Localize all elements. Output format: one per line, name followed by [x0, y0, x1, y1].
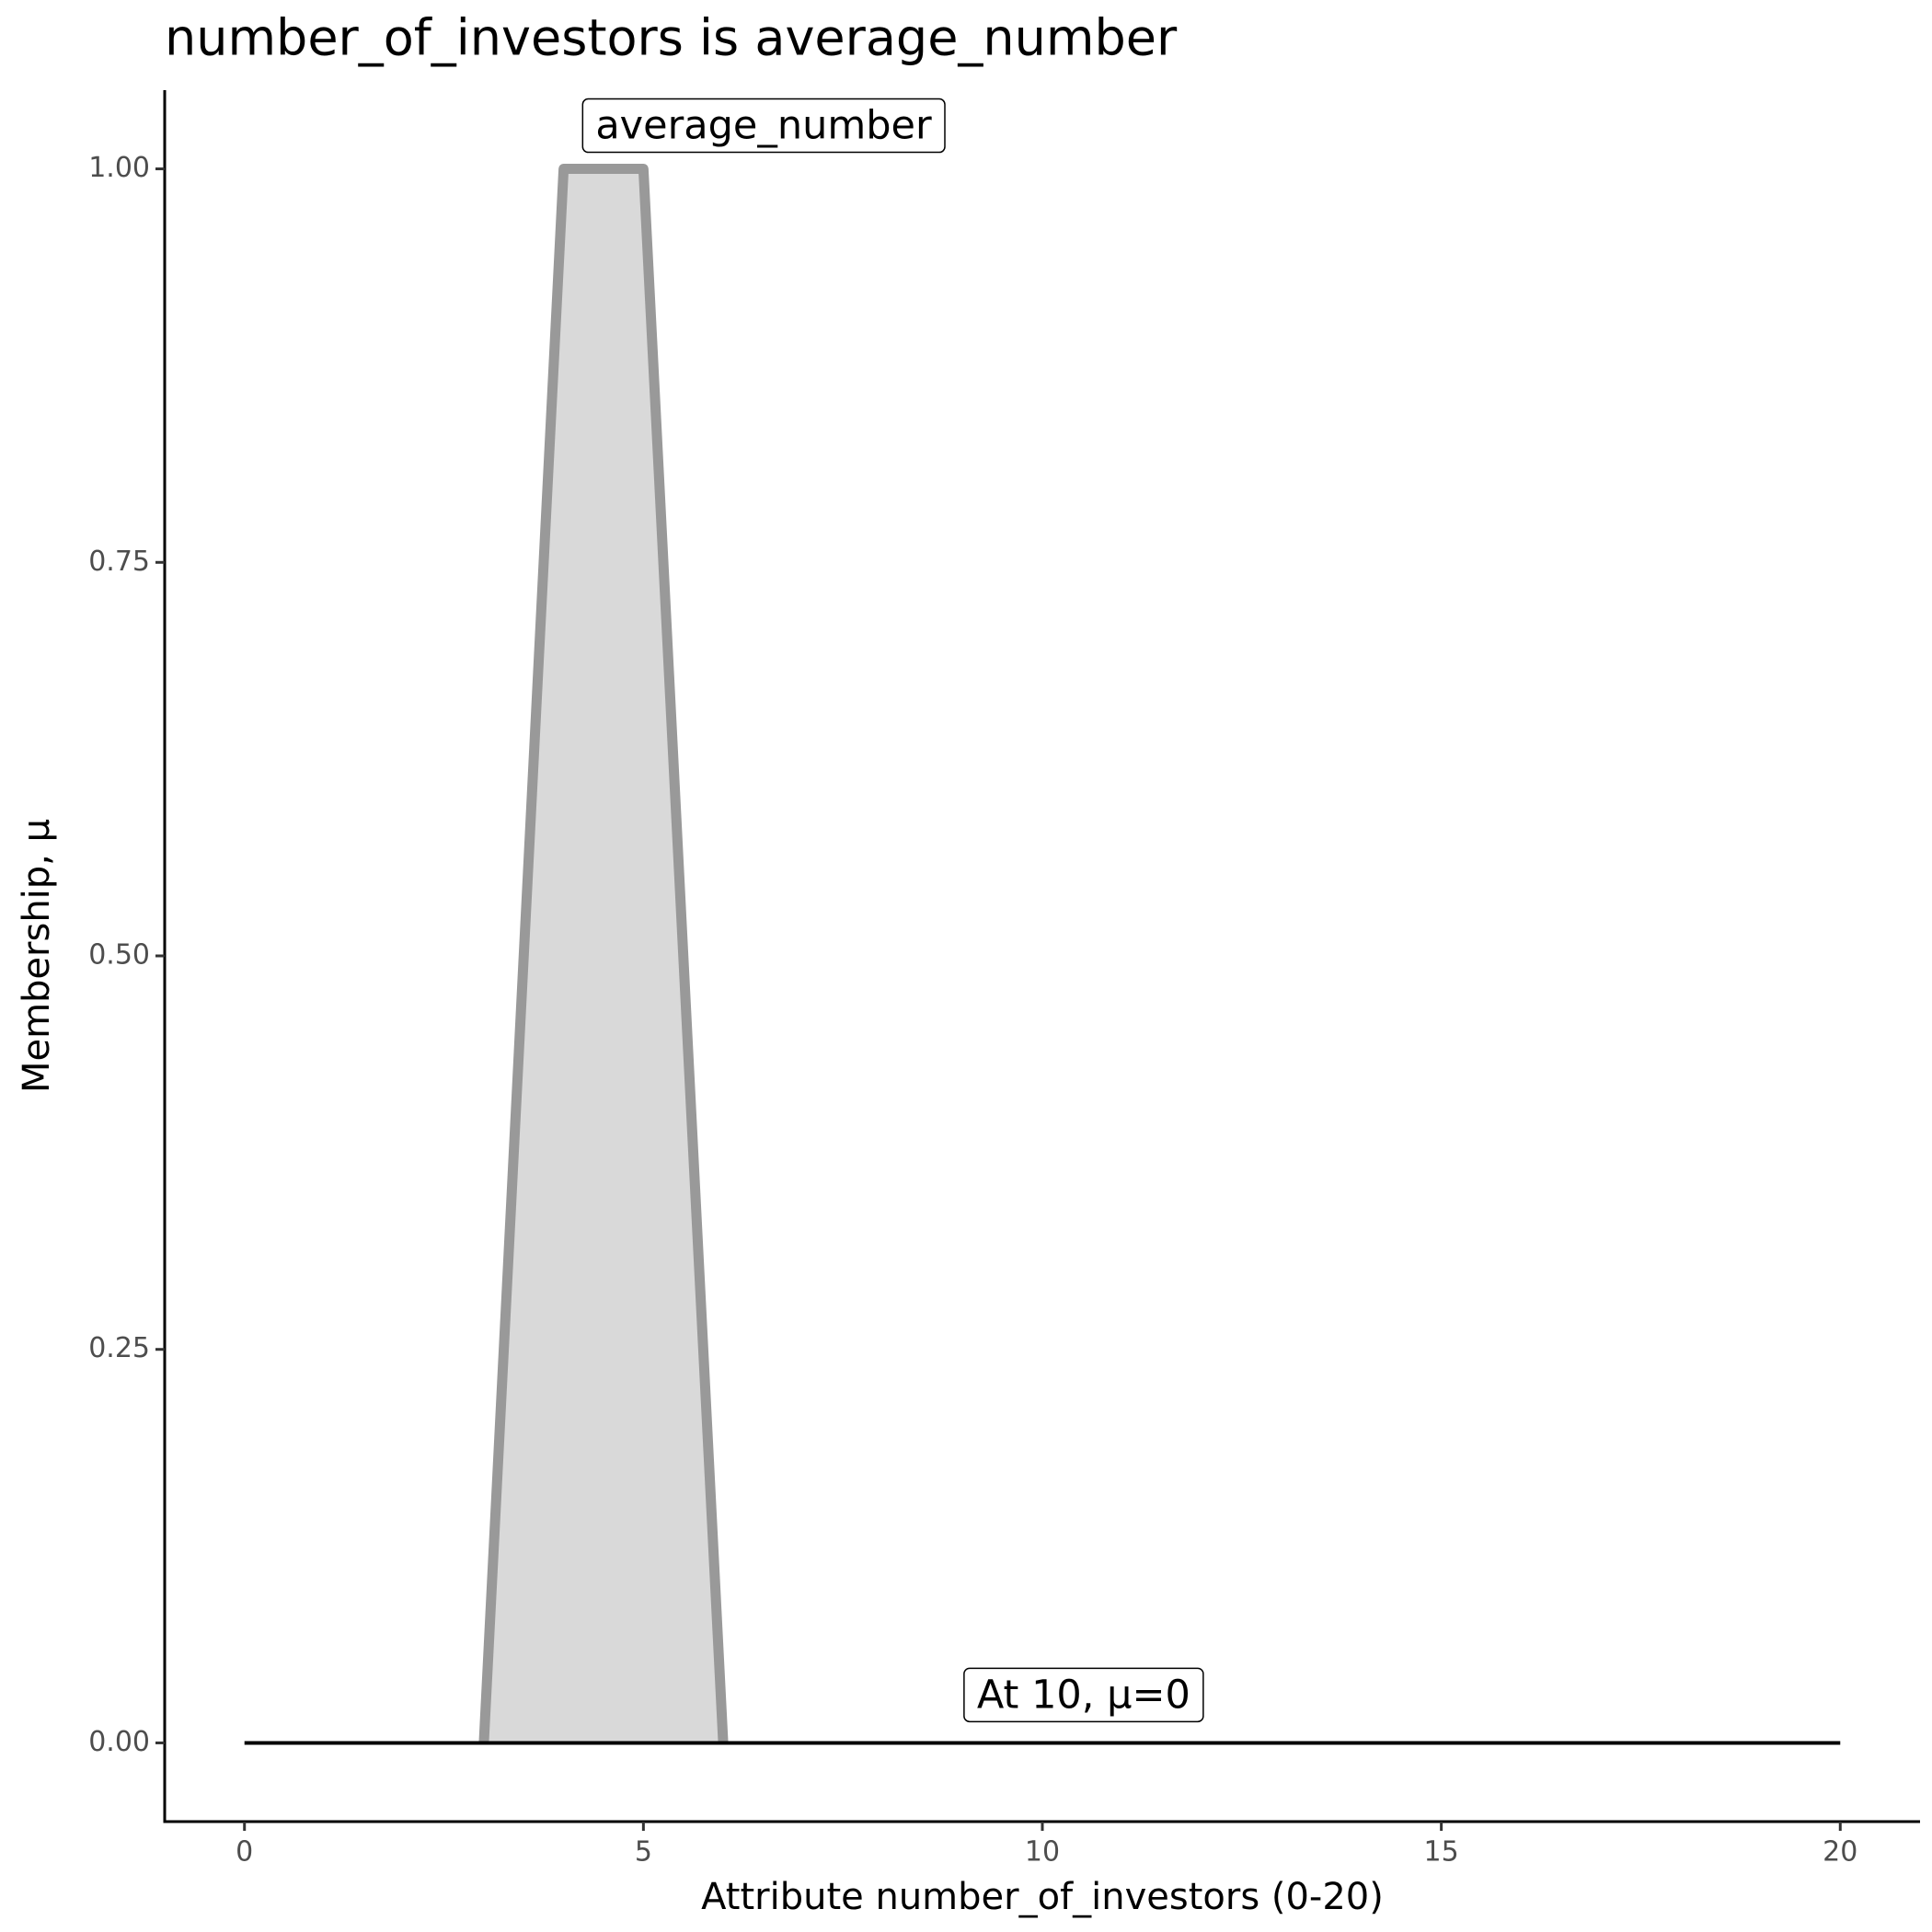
y-tick-label: 0.00: [88, 1726, 150, 1758]
series-label-box: [581, 98, 946, 154]
y-tick-label: 0.25: [88, 1332, 150, 1364]
series-label: average_number: [595, 103, 932, 149]
membership-area: [478, 164, 729, 1743]
annotation: At 10, μ=0: [977, 1672, 1190, 1718]
annotation-box: [963, 1667, 1204, 1723]
x-tick-label: 15: [1424, 1836, 1459, 1869]
chart-title: number_of_investors is average_number: [165, 9, 1178, 67]
y-tick-label: 1.00: [88, 152, 150, 184]
x-tick-label: 20: [1823, 1836, 1857, 1869]
x-tick-label: 10: [1025, 1836, 1060, 1869]
y-tick-label: 0.75: [88, 546, 150, 578]
x-axis-title: Attribute number_of_investors (0-20): [701, 1876, 1384, 1918]
y-tick-label: 0.50: [88, 939, 150, 972]
y-axis-title: Membership, μ: [16, 819, 58, 1093]
x-tick-label: 0: [236, 1836, 253, 1869]
x-tick-label: 5: [635, 1836, 652, 1869]
